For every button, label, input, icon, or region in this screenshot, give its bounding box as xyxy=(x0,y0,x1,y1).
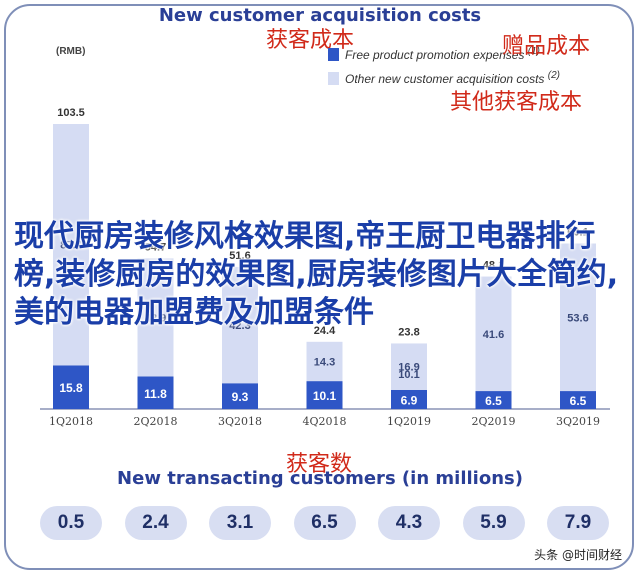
bar-other-2Q2018 xyxy=(137,258,174,377)
bar-other-1Q2018 xyxy=(53,124,89,366)
legend-sup-other: (2) xyxy=(547,70,560,81)
bar-free-4Q2018 xyxy=(306,381,343,409)
x-tick-label-2Q2019: 2Q2019 xyxy=(471,415,515,428)
customer-count-pill: 6.5 xyxy=(293,506,356,540)
legend-item-free: Free product promotion expenses (1) xyxy=(328,46,540,62)
watermark: 头条 @时间财经 xyxy=(534,548,622,562)
data-label-free-4Q2018: 10.1 xyxy=(313,389,337,403)
customer-count-pill: 3.1 xyxy=(209,506,271,540)
data-label-total-3Q2018: 51.6 xyxy=(229,250,250,262)
data-label-free-1Q2018: 15.8 xyxy=(59,381,83,395)
x-tick-label-1Q2018: 1Q2018 xyxy=(49,415,93,428)
overlay-caption-text: 现代厨房装修风格效果图,帝王厨卫电器排行榜,装修厨房的效果图,厨房装修图片大全简… xyxy=(14,219,619,330)
customer-count-pill: 2.4 xyxy=(124,506,187,540)
legend-swatch-other xyxy=(328,72,339,85)
customer-count-pill: 4.3 xyxy=(378,506,440,540)
bar-free-2Q2019 xyxy=(475,391,512,409)
data-label-free-3Q2019: 6.5 xyxy=(570,394,587,408)
data-label-other-1Q2018: 87.7 xyxy=(60,240,81,252)
bar-other-3Q2018 xyxy=(222,266,258,384)
x-tick-label-1Q2019: 1Q2019 xyxy=(387,415,431,428)
bar-free-3Q2018 xyxy=(222,383,258,409)
x-tick-label-3Q2019: 3Q2019 xyxy=(556,415,600,428)
data-label-total-4Q2018: 24.4 xyxy=(314,325,336,337)
legend-sup-free: (1) xyxy=(527,46,541,57)
bottom-title-cn-annotation: 获客数 xyxy=(286,452,353,477)
legend-item-other: Other new customer acquisition costs (2) xyxy=(328,70,560,86)
legend-label-free: Free product promotion expenses xyxy=(345,48,525,62)
data-label-total-1Q2019: 23.8 xyxy=(398,326,419,338)
data-label-other-1Q2019: 16.9 xyxy=(398,362,419,374)
bar-free-1Q2018 xyxy=(53,365,89,409)
data-label-other-3Q2019: 53.6 xyxy=(567,312,588,324)
customer-count-pill: 5.9 xyxy=(462,506,525,540)
chart-title: New customer acquisition costs xyxy=(158,5,482,26)
customer-count-pill: 7.9 xyxy=(547,506,609,540)
legend-label-other: Other new customer acquisition costs xyxy=(345,72,545,86)
x-tick-label-4Q2018: 4Q2018 xyxy=(302,415,346,428)
data-label-total-2Q2018: 54.7 xyxy=(145,241,166,253)
x-tick-label-3Q2018: 3Q2018 xyxy=(218,415,262,428)
bar-other-4Q2018 xyxy=(306,341,343,382)
data-label-other-2Q2019: 41.6 xyxy=(483,329,504,341)
data-label-other-3Q2018: 42.3 xyxy=(229,320,250,332)
data-label-free-2Q2018: 11.8 xyxy=(144,387,167,401)
bar-free-1Q2019 xyxy=(391,390,427,409)
bar-other-3Q2019 xyxy=(560,243,596,392)
data-label-total-1Q2018: 103.5 xyxy=(57,107,85,119)
bar-free-2Q2018 xyxy=(137,376,174,409)
bottom-title: New transacting customers (in millions) xyxy=(117,468,523,489)
data-label-mid-1Q2019: 10.1 xyxy=(398,369,419,381)
bar-other-2Q2019 xyxy=(475,276,512,392)
data-label-free-1Q2019: 6.9 xyxy=(401,394,418,408)
x-tick-label-2Q2018: 2Q2018 xyxy=(133,415,177,428)
data-label-other-2Q2018: 42.9 xyxy=(145,312,166,324)
bar-free-3Q2019 xyxy=(560,391,596,409)
data-label-other-4Q2018: 14.3 xyxy=(314,357,335,369)
unit-label: (RMB) xyxy=(56,46,86,57)
legend-swatch-free xyxy=(328,48,339,61)
chart-title-cn-annotation: 获客成本 xyxy=(266,28,355,53)
customer-count-row: 0.5 2.4 3.1 6.5 4.3 5.9 7.9 xyxy=(40,506,620,542)
legend-free-cn-annotation: 赠品成本 xyxy=(502,34,591,59)
chart-frame xyxy=(4,4,634,570)
data-label-free-2Q2019: 6.5 xyxy=(485,394,502,408)
customer-count-pill: 0.5 xyxy=(40,506,102,540)
legend-other-cn-annotation: 其他获客成本 xyxy=(450,90,583,115)
data-label-free-3Q2018: 9.3 xyxy=(232,390,249,404)
data-label-total-3Q2019: 60.1 xyxy=(567,227,588,239)
data-label-total-2Q2019: 48.1 xyxy=(483,260,504,272)
bar-other-1Q2019 xyxy=(391,343,427,390)
